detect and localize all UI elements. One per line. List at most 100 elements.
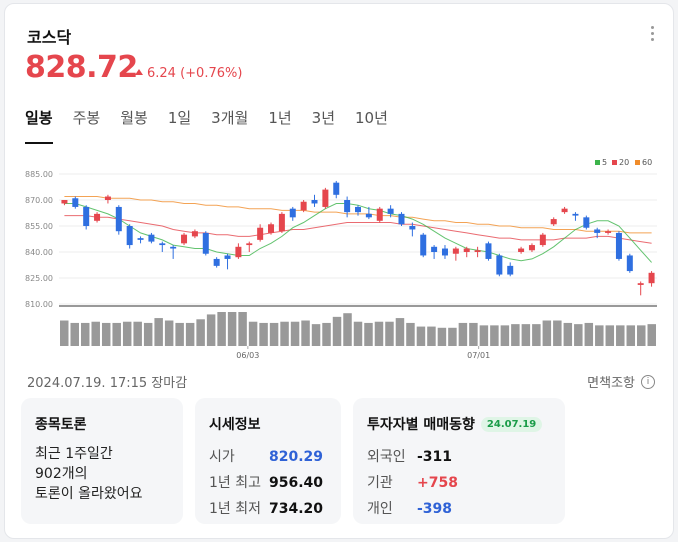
volume-bar: [626, 325, 636, 346]
candle-body: [148, 234, 155, 242]
volume-bar: [217, 312, 226, 346]
quote-title: 시세정보: [209, 417, 261, 433]
candle-body: [463, 248, 470, 252]
info-icon[interactable]: i: [641, 374, 655, 389]
volume-bar: [479, 325, 489, 346]
candle-body: [344, 200, 351, 213]
volume-bar: [364, 322, 373, 346]
volume-bar: [511, 324, 520, 346]
y-tick-label: 855.00: [25, 222, 53, 231]
y-tick-label: 810.00: [25, 300, 53, 309]
candle-body: [398, 213, 405, 225]
more-options-icon[interactable]: [651, 26, 655, 42]
quote-value: 956.40: [269, 475, 324, 491]
volume-bar: [584, 322, 594, 346]
candle-body: [561, 208, 568, 213]
candle-body: [246, 243, 253, 246]
volume-bar: [322, 322, 331, 346]
up-triangle-icon: [135, 69, 143, 75]
tab-3year[interactable]: 3년: [311, 109, 336, 127]
volume-bar: [185, 322, 195, 346]
volume-bar: [154, 318, 163, 346]
investor-row-institution: 기관 +758: [367, 470, 551, 496]
legend-swatch: [612, 160, 617, 165]
volume-bar: [448, 327, 457, 346]
volume-bar: [500, 325, 510, 346]
volume-bar: [542, 320, 552, 346]
discussion-line1: 최근 1주일간: [35, 446, 113, 462]
volume-bar: [427, 326, 436, 346]
volume-bar: [416, 326, 426, 346]
volume-bar: [259, 322, 268, 346]
candle-body: [485, 243, 492, 259]
date-badge: 24.07.19: [480, 416, 543, 432]
volume-bar: [574, 324, 583, 346]
volume-bar: [395, 318, 405, 346]
candle-body: [268, 224, 275, 233]
volume-bar: [374, 321, 384, 346]
candle-body: [355, 206, 361, 213]
candle-body: [572, 213, 579, 216]
candlestick-chart[interactable]: 885.00 870.00 855.00 840.00 825.00 810.00 06/0…: [5, 154, 675, 364]
volume-bar: [112, 322, 121, 346]
candle-body: [224, 255, 231, 259]
candle-body: [333, 182, 340, 195]
investor-value: -398: [417, 501, 453, 517]
tab-daily[interactable]: 일봉: [25, 107, 53, 144]
candle-body: [191, 231, 198, 237]
price-change-value: 6.24 (+0.76%): [147, 66, 243, 81]
candle-body: [387, 208, 394, 214]
quote-label: 1년 최저: [209, 501, 261, 517]
candle-body: [431, 246, 438, 252]
volume-bar: [196, 319, 205, 346]
y-tick-label: 885.00: [25, 170, 53, 179]
candle-body: [170, 246, 177, 249]
candle-body: [474, 250, 481, 252]
volume-bar: [311, 324, 321, 346]
candle-body: [539, 234, 546, 246]
candle-body: [376, 208, 383, 221]
tab-3month[interactable]: 3개월: [211, 109, 249, 127]
candle-body: [181, 234, 188, 244]
discussion-title: 종목토론: [35, 417, 87, 433]
volume-bar: [458, 322, 468, 346]
tab-1day[interactable]: 1일: [167, 109, 192, 127]
investor-row-individual: 개인 -398: [367, 496, 551, 522]
candle-body: [452, 248, 459, 254]
candle-body: [300, 201, 307, 211]
candle-body: [213, 258, 220, 266]
volume-bar: [353, 321, 363, 346]
x-tick-label: 07/01: [467, 351, 490, 360]
volume-bar: [469, 322, 478, 346]
volume-bar: [206, 314, 216, 346]
index-title[interactable]: 코스닥: [27, 28, 72, 47]
disclaimer-label: 면책조항: [587, 376, 635, 391]
candle-body: [550, 219, 557, 225]
volume-bar: [269, 322, 279, 346]
volume-bar: [248, 321, 258, 346]
quote-value: 820.29: [269, 449, 324, 465]
quote-label: 시가: [209, 449, 235, 465]
kosdaq-card: 코스닥 828.72 6.24 (+0.76%) 일봉 주봉 월봉 1일 3개월…: [4, 3, 674, 539]
investor-box[interactable]: 투자자별 매매동향 24.07.19 외국인 -311 기관 +758 개인 -398: [353, 398, 565, 524]
candle-body: [104, 196, 111, 200]
candle-body: [235, 246, 242, 258]
candle-body: [626, 255, 633, 272]
tab-monthly[interactable]: 월봉: [120, 109, 148, 127]
legend-label: 20: [619, 158, 629, 167]
tab-1year[interactable]: 1년: [268, 109, 292, 127]
volume-bar: [563, 322, 573, 346]
volume-bar: [227, 312, 237, 346]
disclaimer-link[interactable]: 면책조항 i: [587, 372, 655, 391]
tab-weekly[interactable]: 주봉: [72, 109, 101, 127]
volume-bar: [637, 325, 646, 346]
volume-bar: [91, 321, 100, 346]
candle-body: [507, 265, 514, 275]
discussion-line2: 902개의: [35, 466, 88, 482]
candle-body: [441, 248, 448, 256]
discussion-box[interactable]: 종목토론 최근 1주일간 902개의 토론이 올라왔어요: [21, 398, 183, 524]
y-tick-label: 870.00: [25, 196, 53, 205]
volume-bar: [175, 322, 184, 346]
tab-10year[interactable]: 10년: [355, 109, 388, 127]
quote-box[interactable]: 시세정보 시가 820.29 1년 최고 956.40 1년 최저 734.20: [195, 398, 341, 524]
